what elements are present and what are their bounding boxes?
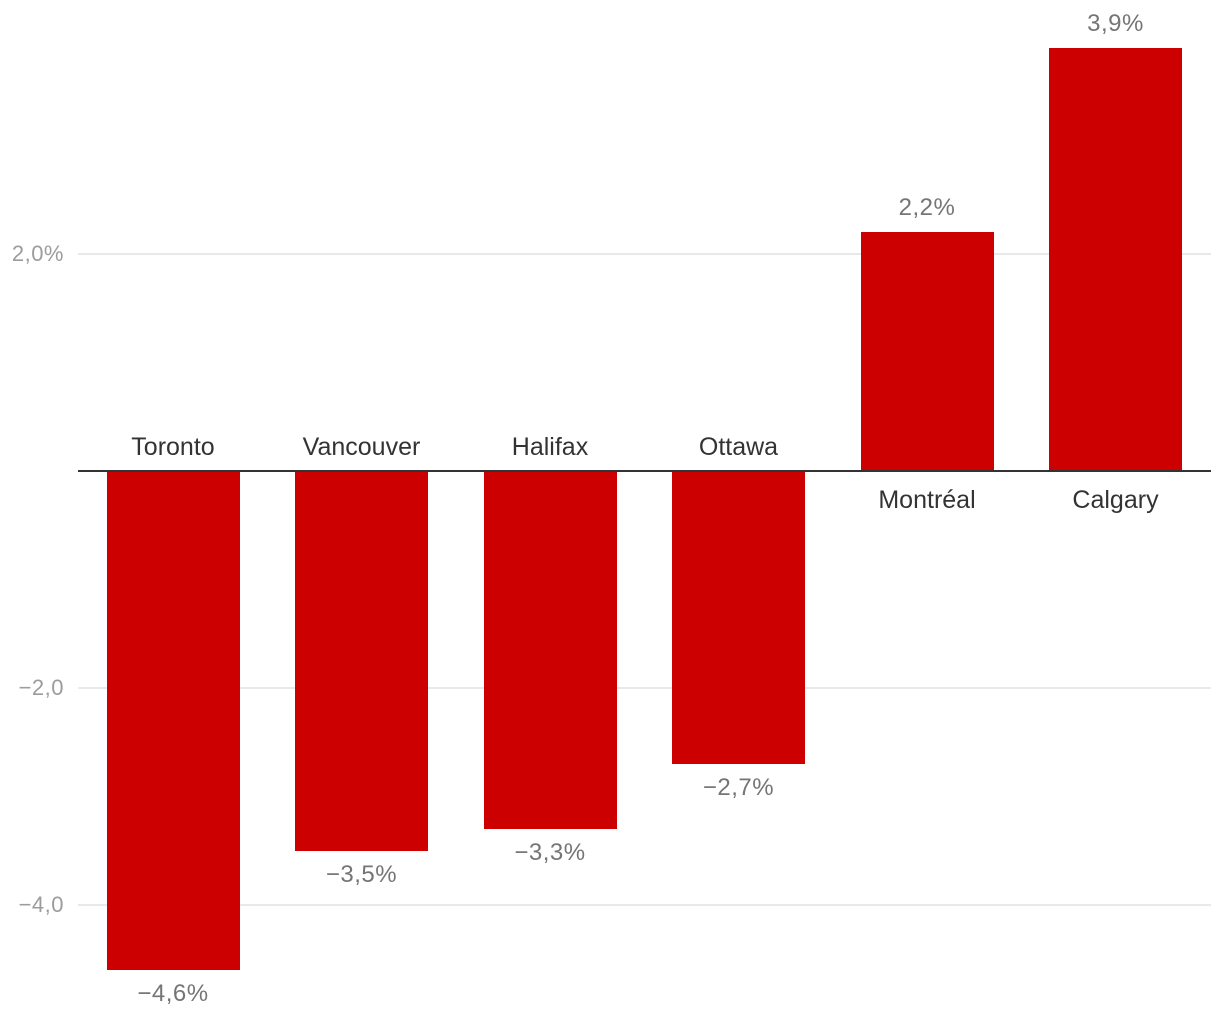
bar-toronto (106, 471, 240, 971)
value-label: −3,3% (514, 839, 586, 867)
value-label: −3,5% (325, 860, 398, 888)
category-label: Halifax (511, 433, 589, 461)
category-label: Toronto (131, 433, 215, 461)
bar-montral (860, 232, 994, 471)
value-label: 3,9% (1087, 9, 1144, 37)
y-axis-tick-label: −2,0 (18, 675, 64, 700)
bar-ottawa (672, 471, 805, 764)
y-gridline (78, 904, 1211, 906)
category-label: Montréal (878, 486, 976, 514)
y-gridline (78, 687, 1211, 689)
value-label: 2,2% (898, 194, 956, 222)
x-axis-zero-line (78, 470, 1211, 472)
value-label: −4,6% (137, 980, 209, 1008)
bar-vancouver (295, 471, 428, 851)
value-label: −2,7% (702, 773, 775, 801)
bar-calgary (1049, 47, 1182, 471)
y-gridline (78, 253, 1211, 255)
bar-halifax (483, 471, 617, 830)
y-axis-tick-label: −4,0 (18, 892, 64, 917)
category-label: Calgary (1072, 486, 1159, 514)
category-label: Ottawa (698, 433, 779, 461)
category-label: Vancouver (302, 433, 421, 461)
y-axis-tick-label: 2,0% (11, 241, 64, 266)
